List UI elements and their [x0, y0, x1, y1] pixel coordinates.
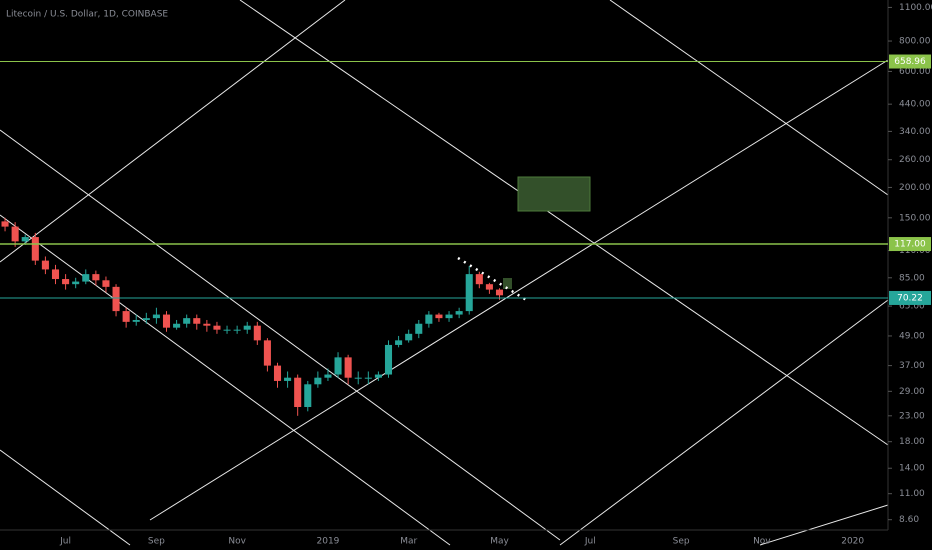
candle-body	[405, 333, 413, 341]
x-tick-label: 2020	[841, 537, 864, 547]
y-tick-label: 150.00	[899, 213, 931, 223]
candle-body	[41, 260, 49, 270]
y-tick-label: 8.60	[899, 515, 919, 525]
candle-body	[51, 269, 60, 280]
candle-body	[344, 357, 352, 378]
price-badge	[889, 290, 931, 305]
candle-body	[132, 319, 140, 322]
candle-body	[72, 281, 80, 285]
candle-body	[314, 377, 322, 385]
candle-body	[334, 357, 342, 375]
price-badge-label: 70.22	[897, 293, 923, 303]
price-badge	[889, 237, 931, 252]
y-tick-label: 23.00	[899, 411, 925, 421]
x-tick-label: 2019	[317, 537, 340, 547]
y-tick-label: 600.00	[899, 67, 931, 77]
y-tick-label: 49.00	[899, 331, 925, 341]
gann-fan	[0, 0, 889, 546]
candle-body	[455, 311, 463, 315]
fan-line	[0, 214, 451, 546]
fan-line	[559, 299, 889, 546]
candle-body	[183, 318, 191, 324]
candle-body	[465, 274, 473, 312]
y-tick-label: 110.00	[899, 246, 931, 256]
x-tick-label: Jul	[59, 537, 71, 547]
candle-body	[435, 314, 443, 319]
candle-body	[162, 314, 171, 328]
fan-line	[149, 59, 889, 521]
candle-body	[122, 311, 130, 322]
candle-body	[62, 279, 70, 285]
y-tick-label: 29.00	[899, 387, 925, 397]
candle-body	[354, 377, 362, 379]
y-tick-label: 37.00	[899, 361, 925, 371]
x-tick-label: Jul	[584, 537, 596, 547]
price-badge-label: 658.96	[894, 57, 926, 67]
candle-body	[374, 374, 382, 378]
candle-body	[425, 314, 433, 324]
candle-body	[82, 274, 90, 282]
y-tick-label: 440.00	[899, 100, 931, 110]
candle-body	[21, 237, 29, 242]
candle-body	[253, 325, 261, 341]
candle-body	[485, 284, 493, 290]
candle-body	[304, 384, 312, 408]
target-zone	[517, 176, 591, 212]
candle-body	[213, 325, 221, 330]
chart-title: Litecoin / U.S. Dollar, 1D, COINBASE	[6, 10, 168, 20]
x-tick-label: Nov	[228, 537, 246, 547]
candle-body	[223, 329, 231, 331]
candle-body	[112, 286, 120, 312]
y-tick-label: 200.00	[899, 183, 931, 193]
y-tick-label: 85.00	[899, 273, 925, 283]
candle-body	[475, 274, 483, 285]
y-tick-label: 65.00	[899, 302, 925, 312]
x-tick-label: Sep	[673, 537, 690, 547]
candle-body	[11, 226, 19, 242]
candle-body	[31, 237, 39, 261]
fan-line	[0, 449, 131, 546]
candle-body	[284, 377, 292, 381]
fan-line	[239, 0, 889, 446]
candle-body	[102, 280, 110, 287]
candle-body	[142, 318, 150, 320]
candle-body	[445, 314, 453, 319]
candle-body	[294, 377, 302, 408]
y-tick-label: 14.00	[899, 464, 925, 474]
candle-body	[92, 274, 100, 281]
candle-body	[384, 344, 393, 375]
candle-body	[395, 340, 403, 345]
fan-line	[0, 129, 561, 541]
y-tick-label: 800.00	[899, 37, 931, 47]
small-zone	[503, 278, 512, 289]
fan-line	[609, 0, 889, 196]
candle-body	[263, 340, 271, 366]
candle-body	[324, 374, 332, 378]
candle-body	[1, 221, 9, 227]
candle-body	[243, 325, 251, 330]
x-tick-label: Sep	[148, 537, 165, 547]
x-tick-label: Nov	[753, 537, 771, 547]
y-tick-label: 1100.00	[899, 3, 932, 13]
candle-body	[233, 329, 241, 331]
x-tick-label: May	[490, 537, 509, 547]
candle-body	[193, 318, 201, 324]
y-tick-label: 11.00	[899, 489, 925, 499]
candle-body	[364, 377, 372, 379]
fan-line	[759, 504, 889, 546]
candle-body	[152, 314, 160, 319]
y-tick-label: 18.00	[899, 437, 925, 447]
candle-body	[203, 323, 211, 326]
y-tick-label: 340.00	[899, 127, 931, 137]
x-tick-label: Mar	[400, 537, 417, 547]
price-badge-label: 117.00	[894, 240, 926, 250]
candle-body	[173, 323, 181, 328]
candle-body	[415, 323, 423, 334]
candle-body	[273, 365, 282, 381]
candle-body	[495, 289, 504, 296]
price-badge	[889, 54, 931, 69]
y-tick-label: 260.00	[899, 155, 931, 165]
fan-line	[0, 0, 346, 263]
